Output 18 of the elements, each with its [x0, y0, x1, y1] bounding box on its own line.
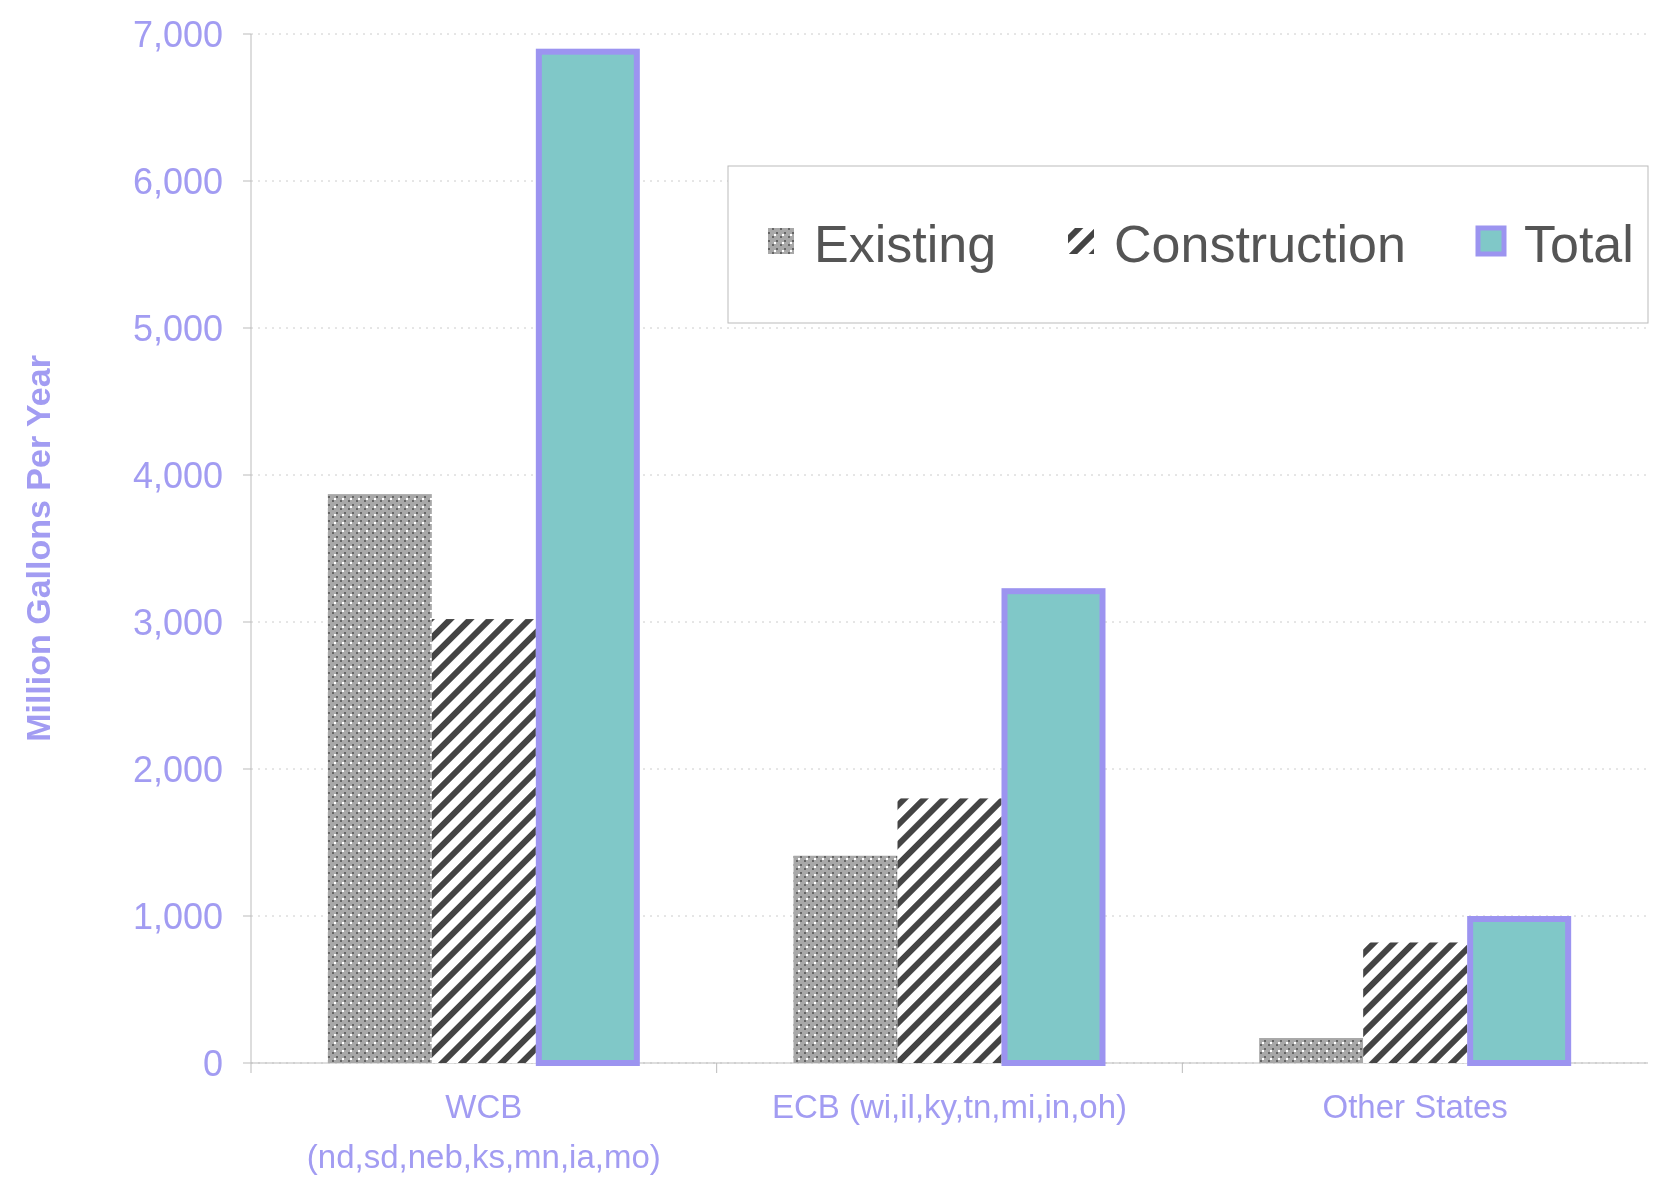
y-tick-label: 4,000 — [132, 454, 223, 496]
legend-label: Existing — [814, 215, 997, 274]
y-tick-label: 0 — [202, 1042, 223, 1084]
bar — [327, 494, 432, 1063]
x-tick-label: WCB (nd,sd,neb,ks,mn,ia,mo) — [306, 1088, 661, 1175]
bar — [1259, 1038, 1364, 1063]
y-tick-label: 3,000 — [132, 601, 223, 643]
legend-label: Construction — [1114, 215, 1406, 274]
y-tick-label: 7,000 — [132, 13, 223, 55]
bar — [793, 855, 898, 1063]
x-tick-label: ECB (wi,il,ky,tn,mi,in,oh) — [771, 1088, 1128, 1125]
x-tick-label: Other States — [1322, 1088, 1508, 1125]
y-axis-title: Million Gallons Per Year — [19, 355, 57, 742]
y-tick-label: 2,000 — [132, 748, 223, 790]
y-tick-label: 1,000 — [132, 895, 223, 937]
y-tick-label: 5,000 — [132, 307, 223, 349]
y-tick-label: 6,000 — [132, 160, 223, 202]
legend-label: Total — [1524, 215, 1634, 274]
